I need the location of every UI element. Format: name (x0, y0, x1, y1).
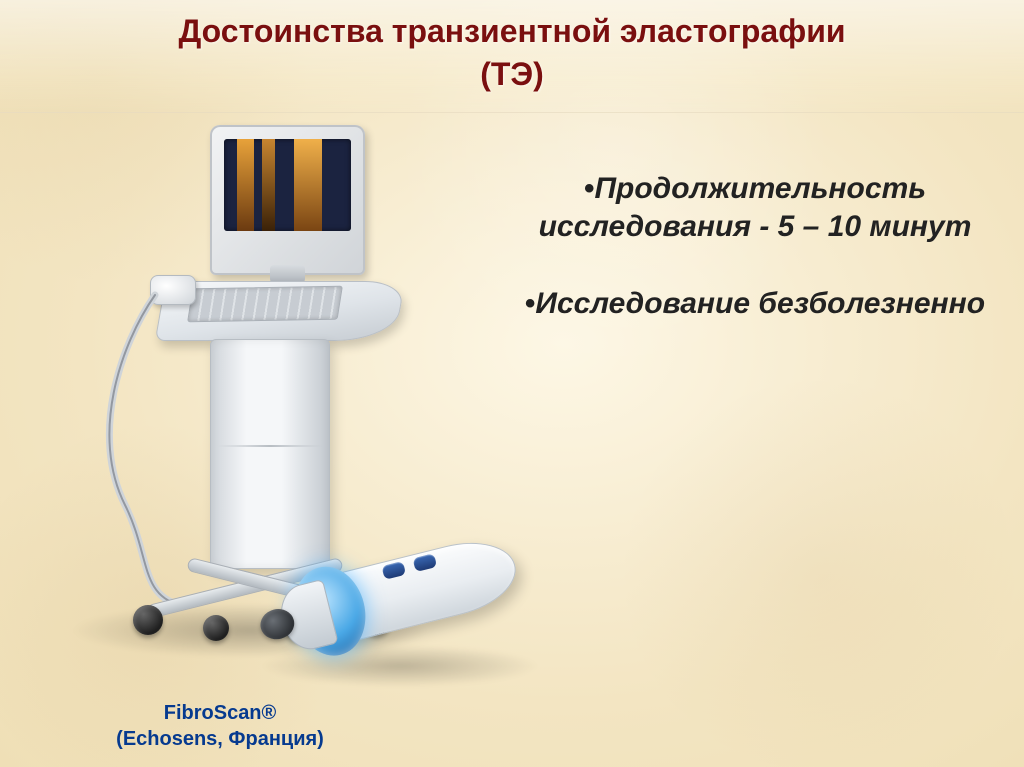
probe-holder (150, 275, 196, 305)
screen-band (237, 139, 255, 231)
bullet-text: Исследование безболезненно (535, 287, 985, 320)
bullet-item: •Продолжительность исследования - 5 – 10… (505, 170, 1005, 245)
caster-wheel (133, 605, 163, 635)
caption-line2: (Echosens, Франция) (116, 728, 324, 750)
keyboard (187, 286, 343, 323)
title-band: Достоинства транзиентной эластографии (Т… (0, 0, 1024, 113)
device-monitor (210, 125, 365, 275)
screen-band (262, 139, 275, 231)
bullet-list: •Продолжительность исследования - 5 – 10… (505, 170, 1005, 363)
page-title: Достоинства транзиентной эластографии (Т… (20, 10, 1004, 96)
bullet-marker: • (525, 287, 536, 320)
device-screen (224, 139, 351, 231)
title-line2: (ТЭ) (480, 56, 544, 92)
image-area (30, 125, 460, 685)
device-caption: FibroScan® (Echosens, Франция) (60, 700, 380, 752)
bullet-marker: • (584, 172, 595, 205)
caster-wheel (203, 615, 229, 641)
screen-band (294, 139, 322, 231)
bullet-item: •Исследование безболезненно (505, 285, 1005, 323)
title-line1: Достоинства транзиентной эластографии (178, 13, 845, 49)
device-column (210, 339, 330, 569)
content-area: •Продолжительность исследования - 5 – 10… (0, 120, 1024, 767)
caption-line1: FibroScan® (164, 702, 277, 724)
bullet-text: Продолжительность исследования - 5 – 10 … (539, 172, 972, 243)
